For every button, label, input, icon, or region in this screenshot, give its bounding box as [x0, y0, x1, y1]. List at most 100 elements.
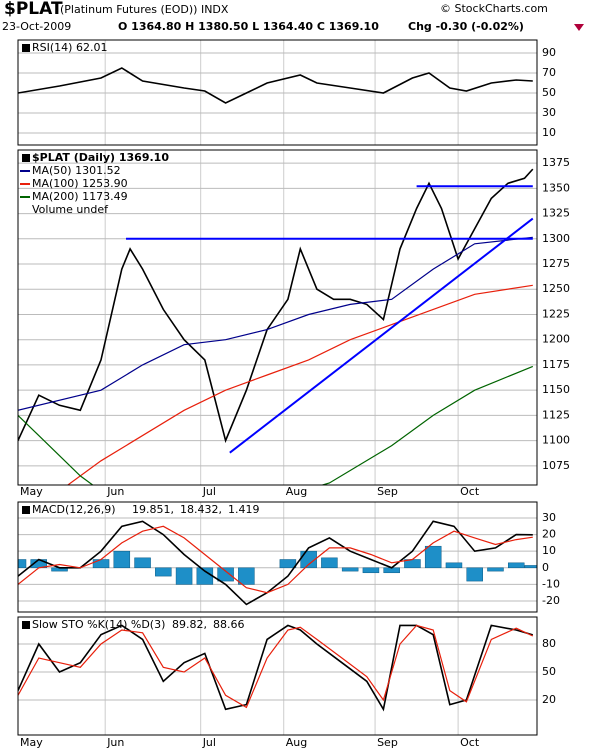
legend-entry: 88.66 — [213, 618, 245, 631]
panel-title: $PLAT (Daily) 1369.10 — [32, 151, 169, 164]
quote: O 1364.80 H 1380.50 L 1364.40 C 1369.10 — [118, 20, 379, 33]
x-tick-label: Aug — [286, 485, 307, 498]
histogram-bar — [445, 562, 463, 569]
legend-entry: MA(200) 1173.49 — [32, 190, 128, 203]
panel-title: Slow STO %K(14) %D(3) — [32, 618, 165, 631]
legend-swatch — [22, 44, 30, 52]
series-line — [18, 67, 533, 104]
x-tick-label: Jun — [106, 485, 124, 498]
panel-frame — [17, 39, 538, 146]
series-line — [18, 525, 533, 594]
panel — [18, 617, 537, 735]
histogram-bar — [466, 567, 483, 582]
y-tick-label: 1150 — [542, 383, 570, 396]
x-tick-label: Jul — [202, 736, 216, 749]
series-line — [18, 365, 534, 485]
panel-frame — [17, 501, 538, 613]
histogram-bar — [424, 545, 442, 569]
change: Chg -0.30 (-0.02%) — [408, 20, 524, 33]
y-tick-label: 1225 — [542, 307, 570, 320]
y-tick-label: 1350 — [542, 181, 570, 194]
histogram-bar — [18, 559, 27, 569]
y-tick-label: 1200 — [542, 333, 570, 346]
histogram-bar — [134, 557, 151, 569]
series-line — [18, 236, 533, 411]
date: 23-Oct-2009 — [2, 20, 71, 33]
histogram-bar — [507, 562, 525, 569]
y-tick-label: 10 — [542, 126, 556, 139]
panel — [18, 502, 537, 612]
x-tick-label: May — [20, 485, 43, 498]
y-tick-label: 1250 — [542, 282, 570, 295]
legend-note: Volume undef — [32, 203, 109, 216]
y-tick-label: 1375 — [542, 156, 570, 169]
x-tick-label: Aug — [286, 736, 307, 749]
y-tick-label: 50 — [542, 86, 556, 99]
instrument-name: (Platinum Futures (EOD)) INDX — [60, 3, 229, 16]
histogram-bar — [341, 567, 359, 572]
legend-entry: 18.432, — [180, 503, 222, 516]
panel-frame — [17, 616, 538, 736]
histogram-bar — [113, 550, 131, 569]
y-tick-label: 30 — [542, 511, 556, 524]
histogram-bar — [279, 559, 297, 569]
legend-entry: MA(50) 1301.52 — [32, 164, 121, 177]
x-tick-label: Jun — [106, 736, 124, 749]
histogram-bar — [92, 559, 110, 569]
y-tick-label: 10 — [542, 544, 556, 557]
series-line — [18, 168, 534, 444]
y-tick-label: 70 — [542, 66, 556, 79]
y-tick-label: 1325 — [542, 207, 570, 220]
series-line — [18, 520, 533, 606]
y-tick-label: 0 — [542, 561, 549, 574]
histogram-bar — [321, 557, 338, 569]
series-line — [18, 624, 534, 709]
y-tick-label: 50 — [542, 665, 556, 678]
y-tick-label: 20 — [542, 528, 556, 541]
histogram-bar — [175, 567, 193, 585]
y-tick-label: 20 — [542, 693, 556, 706]
x-tick-label: Sep — [377, 485, 398, 498]
legend-swatch — [22, 154, 30, 162]
histogram-bar — [487, 567, 504, 572]
x-tick-label: May — [20, 736, 43, 749]
histogram-bar — [238, 567, 255, 585]
series-line — [18, 624, 534, 712]
panel-frame — [17, 149, 538, 486]
x-tick-label: Jul — [202, 485, 216, 498]
histogram-bar — [362, 567, 380, 574]
x-tick-label: Oct — [460, 736, 480, 749]
legend-entry: 19.851, — [132, 503, 174, 516]
y-tick-label: 1100 — [542, 434, 570, 447]
y-tick-label: 90 — [542, 46, 556, 59]
y-tick-label: -20 — [542, 594, 560, 607]
y-tick-label: 1275 — [542, 257, 570, 270]
panel — [18, 40, 537, 145]
y-tick-label: 80 — [542, 637, 556, 650]
y-tick-label: 1075 — [542, 459, 570, 472]
legend-swatch — [22, 621, 30, 629]
y-tick-label: 30 — [542, 106, 556, 119]
legend-entry: 1.419 — [228, 503, 260, 516]
y-tick-label: 1175 — [542, 358, 570, 371]
legend-swatch — [22, 506, 30, 514]
legend-entry: 89.82, — [172, 618, 207, 631]
series-line — [66, 284, 533, 485]
x-tick-label: Sep — [377, 736, 398, 749]
down-arrow — [574, 24, 584, 31]
x-tick-label: Oct — [460, 485, 480, 498]
annotation-line — [229, 217, 534, 454]
histogram-bar — [524, 565, 537, 569]
y-tick-label: 1300 — [542, 232, 570, 245]
legend-entry: MA(100) 1253.90 — [32, 177, 128, 190]
histogram-bar — [217, 567, 234, 582]
histogram-bar — [155, 567, 172, 577]
symbol: $PLAT — [4, 0, 63, 19]
source: © StockCharts.com — [440, 2, 548, 15]
panel — [18, 150, 537, 485]
panel-title: RSI(14) 62.01 — [32, 41, 107, 54]
y-tick-label: 1125 — [542, 408, 570, 421]
y-tick-label: -10 — [542, 577, 560, 590]
panel-title: MACD(12,26,9) — [32, 503, 116, 516]
